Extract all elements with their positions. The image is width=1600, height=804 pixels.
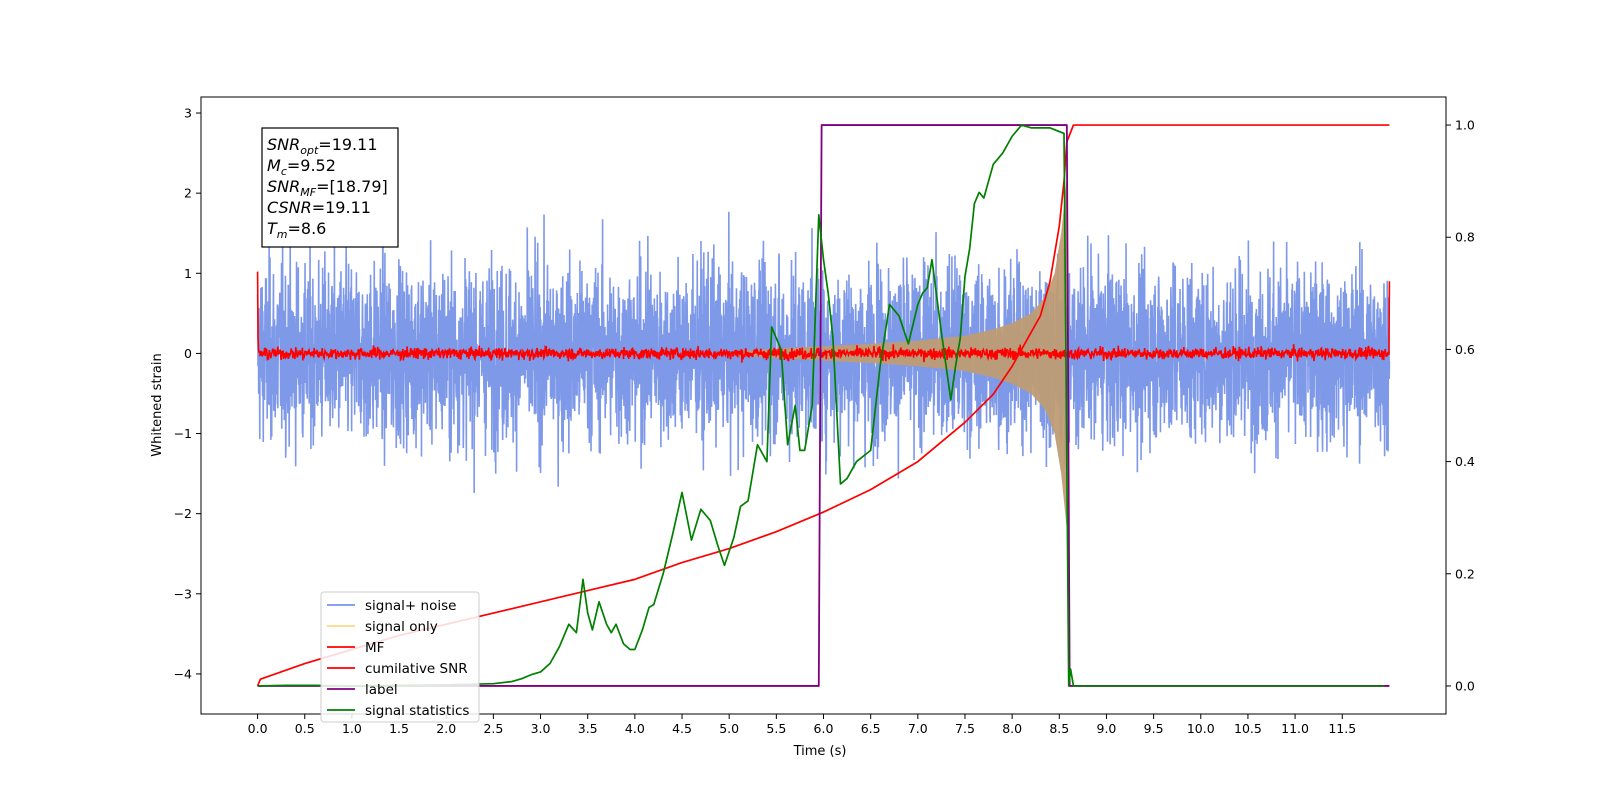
- x-tick-label: 1.0: [342, 721, 362, 736]
- series-mf: [256, 271, 1391, 363]
- x-tick-label: 7.0: [908, 721, 928, 736]
- y2-tick-label: 0.8: [1455, 230, 1475, 245]
- legend-entry: signal only: [365, 619, 438, 635]
- info-box-frame: [261, 127, 399, 248]
- y-tick-label: 2: [184, 186, 192, 201]
- y-tick-label: −1: [174, 426, 192, 441]
- y2-tick-label: 1.0: [1455, 118, 1475, 133]
- y-axis-label: Whitened strain: [150, 353, 165, 456]
- x-axis-label: Time (s): [793, 744, 847, 759]
- x-tick-label: 1.5: [389, 721, 409, 736]
- legend: signal+ noise signal only MF cumilative SNR…: [320, 591, 480, 723]
- x-tick-label: 5.0: [719, 721, 739, 736]
- y2-tick-label: 0.2: [1455, 566, 1475, 581]
- legend-frame: [320, 591, 480, 723]
- x-tick-label: 11.0: [1281, 721, 1309, 736]
- info-line: Tm=8.6: [267, 219, 326, 241]
- legend-entry: cumilative SNR: [365, 661, 468, 677]
- x-tick-label: 5.5: [766, 721, 786, 736]
- x-tick-label: 2.0: [436, 721, 456, 736]
- x-tick-label: 9.5: [1144, 721, 1164, 736]
- legend-entry: signal+ noise: [365, 598, 456, 614]
- x-tick-label: 11.5: [1328, 721, 1356, 736]
- y-tick-label: 1: [184, 266, 192, 281]
- x-tick-label: 10.0: [1187, 721, 1215, 736]
- legend-entry: MF: [365, 640, 384, 656]
- y2-tick-label: 0.6: [1455, 342, 1475, 357]
- x-tick-label: 3.0: [531, 721, 551, 736]
- x-tick-label: 7.5: [955, 721, 975, 736]
- info-line: SNRopt=19.11: [267, 135, 378, 157]
- x-tick-label: 8.0: [1002, 721, 1022, 736]
- info-line: SNRMF=[18.79]: [267, 177, 388, 199]
- x-tick-label: 0.0: [248, 721, 268, 736]
- x-tick-label: 3.5: [578, 721, 598, 736]
- x-tick-label: 4.5: [672, 721, 692, 736]
- x-tick-label: 8.5: [1049, 721, 1069, 736]
- x-tick-label: 9.0: [1097, 721, 1117, 736]
- legend-entry: signal statistics: [365, 703, 469, 719]
- axes-layer: 0.0 0.5 1.0 1.5 2.0 2.5 3.0 3.5 4.0 4.5 5.0 5.5 6.0 6…: [174, 106, 1475, 736]
- legend-entry: label: [365, 682, 398, 698]
- x-tick-label: 10.5: [1234, 721, 1262, 736]
- x-tick-label: 4.0: [625, 721, 645, 736]
- x-tick-label: 2.5: [483, 721, 503, 736]
- y-tick-label: −3: [174, 586, 192, 601]
- x-tick-label: 6.5: [861, 721, 881, 736]
- info-box: SNRopt=19.11Mc=9.52SNRMF=[18.79]CSNR=19.…: [261, 127, 399, 248]
- info-line: Mc=9.52: [267, 156, 336, 178]
- x-tick-label: 6.0: [814, 721, 834, 736]
- info-line: CSNR=19.11: [267, 198, 371, 217]
- series-signal-statistics: [257, 124, 1384, 687]
- y-tick-label: 3: [184, 106, 192, 121]
- x-tick-label: 0.5: [295, 721, 315, 736]
- y-tick-label: −4: [174, 666, 192, 681]
- y2-tick-label: 0.0: [1455, 678, 1475, 693]
- y2-tick-label: 0.4: [1455, 454, 1475, 469]
- series-signal-noise: [256, 211, 1391, 494]
- y-tick-label: 0: [184, 346, 192, 361]
- y-tick-label: −2: [174, 506, 192, 521]
